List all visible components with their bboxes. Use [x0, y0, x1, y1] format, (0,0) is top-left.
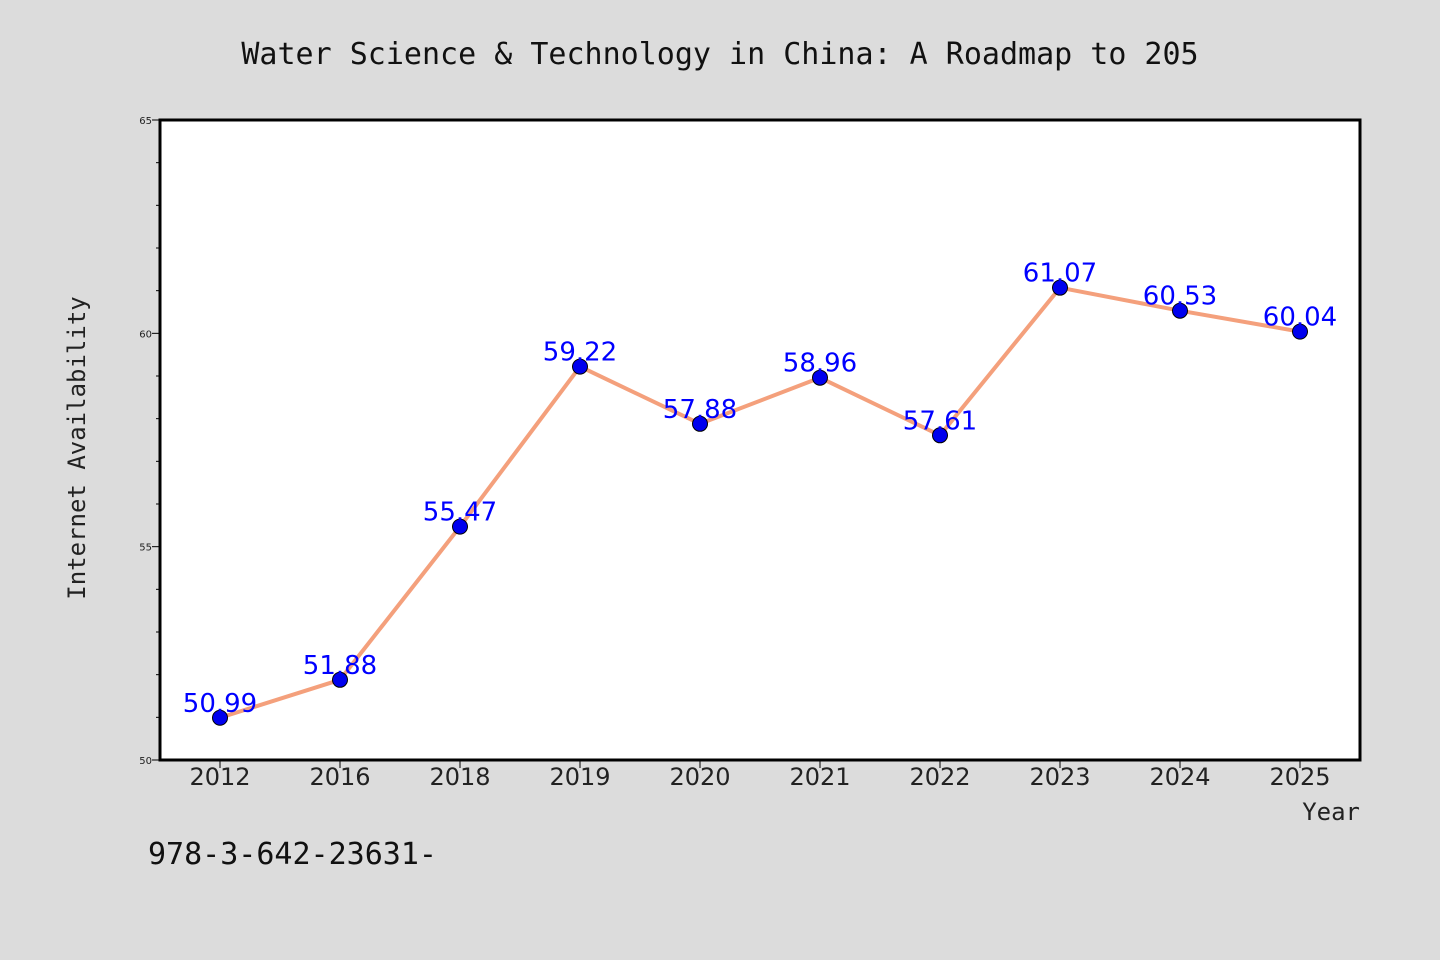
- x-tick-label: 2016: [309, 763, 370, 791]
- data-label: 57.61: [903, 406, 977, 436]
- x-tick-label: 2022: [909, 763, 970, 791]
- y-tick-label: 55: [139, 543, 152, 554]
- series-markers: [212, 279, 1308, 726]
- data-label: 59.22: [543, 338, 617, 368]
- data-point: [212, 709, 228, 726]
- y-tick-label: 50: [139, 756, 152, 767]
- data-labels: 50.99 51.88 55.47 59.22 57.88 58.96 57.61 61.07…: [183, 259, 1337, 719]
- y-tick-label: 65: [139, 116, 152, 127]
- data-label: 60.53: [1143, 282, 1217, 312]
- isbn-footer: 978-3-642-23631-: [148, 837, 437, 872]
- data-point: [812, 369, 828, 386]
- series-line: [218, 285, 1302, 720]
- data-point: [692, 415, 708, 432]
- data-label: 60.04: [1263, 303, 1337, 333]
- x-axis-ticks: 2012 2016 2018 2019 2020 2021 2022 2023 2024 2025: [189, 760, 1331, 791]
- data-label: 51.88: [303, 651, 377, 681]
- x-tick-label: 2019: [549, 763, 610, 791]
- data-point: [1052, 279, 1068, 296]
- plot-frame: [158, 118, 1362, 762]
- data-point: [452, 518, 468, 535]
- data-point: [932, 427, 948, 444]
- y-axis-label: Internet Availability: [63, 296, 91, 599]
- data-point: [1172, 302, 1188, 319]
- x-tick-label: 2024: [1149, 763, 1210, 791]
- data-label: 55.47: [423, 498, 497, 528]
- chart-title: Water Science & Technology in China: A R…: [241, 37, 1198, 72]
- data-label: 57.88: [663, 395, 737, 425]
- data-point: [1292, 323, 1308, 340]
- x-tick-label: 2018: [429, 763, 490, 791]
- x-axis-label: Year: [1302, 798, 1360, 826]
- data-label: 50.99: [183, 689, 257, 719]
- x-tick-label: 2021: [789, 763, 850, 791]
- data-label: 61.07: [1023, 259, 1097, 289]
- x-tick-label: 2020: [669, 763, 730, 791]
- data-label: 58.96: [783, 349, 857, 379]
- x-tick-label: 2012: [189, 763, 250, 791]
- x-tick-label: 2023: [1029, 763, 1090, 791]
- data-point: [572, 358, 588, 375]
- data-point: [332, 671, 348, 688]
- y-tick-label: 60: [139, 329, 152, 340]
- x-tick-label: 2025: [1269, 763, 1330, 791]
